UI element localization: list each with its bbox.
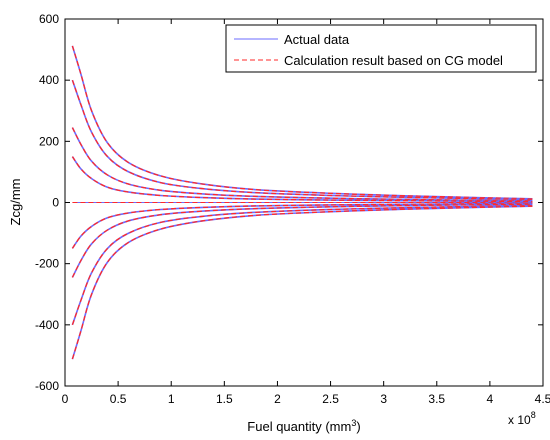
y-tick-label: 0 xyxy=(52,196,59,210)
data-curves xyxy=(71,45,533,360)
x-tick-label: 4.5 xyxy=(535,392,550,406)
x-axis-ticks: 0 0.5 1 1.5 2 2.5 3 3.5 4 4.5 xyxy=(62,19,550,406)
y-axis-label: Zcg/mm xyxy=(8,179,23,226)
y-tick-label: 400 xyxy=(39,73,59,87)
x-tick-label: 3.5 xyxy=(428,392,445,406)
y-tick-label: 200 xyxy=(39,134,59,148)
y-tick-label: -600 xyxy=(35,379,59,393)
series-line-model-4 xyxy=(71,202,533,249)
legend-label-model: Calculation result based on CG model xyxy=(284,53,503,68)
series-line-model-7 xyxy=(71,205,533,360)
x-tick-label: 2.5 xyxy=(322,392,339,406)
series-line-model-0 xyxy=(71,45,533,200)
x-tick-label: 0.5 xyxy=(110,392,127,406)
x-axis-multiplier: x 108 xyxy=(508,410,536,427)
y-tick-label: 600 xyxy=(39,12,59,26)
series-line-model-3 xyxy=(71,156,533,203)
series-line-model-2 xyxy=(71,127,533,202)
x-axis-label: Fuel quantity (mm3) xyxy=(247,418,360,434)
series-line-model-6 xyxy=(71,204,533,326)
series-line-model-5 xyxy=(71,203,533,278)
x-tick-label: 4 xyxy=(487,392,494,406)
legend-label-actual: Actual data xyxy=(284,32,350,47)
y-tick-label: -400 xyxy=(35,318,59,332)
x-tick-label: 1 xyxy=(168,392,175,406)
y-axis-ticks: -600 -400 -200 0 200 400 600 xyxy=(35,12,543,393)
x-tick-label: 3 xyxy=(380,392,387,406)
x-tick-label: 0 xyxy=(62,392,69,406)
legend: Actual data Calculation result based on … xyxy=(225,24,537,73)
plot-area: 0 0.5 1 1.5 2 2.5 3 3.5 4 4.5 -600 -400 -200 0 200 400… xyxy=(35,12,550,406)
x-tick-label: 1.5 xyxy=(216,392,233,406)
x-tick-label: 2 xyxy=(274,392,281,406)
y-tick-label: -200 xyxy=(35,257,59,271)
legend-box xyxy=(225,24,537,73)
series-line-model-1 xyxy=(71,79,533,201)
